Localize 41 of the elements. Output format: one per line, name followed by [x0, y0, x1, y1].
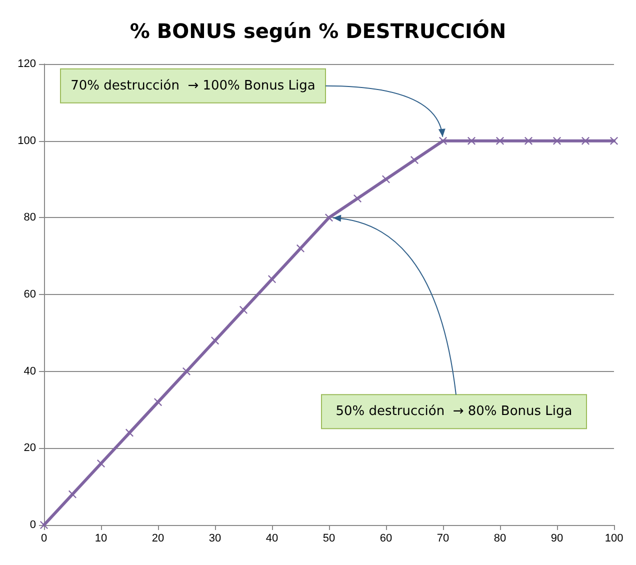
- chart-title: % BONUS según % DESTRUCCIÓN: [130, 19, 506, 43]
- y-tick-label: 0: [30, 519, 36, 531]
- x-tick-label: 0: [40, 532, 48, 544]
- point: [240, 306, 248, 314]
- point: [154, 398, 162, 406]
- x-tick-label: 30: [208, 532, 222, 544]
- y-tick-label: 20: [24, 442, 36, 454]
- x-tick-label: 70: [436, 532, 450, 544]
- x-tick-label: 50: [322, 532, 336, 544]
- y-tick-label: 80: [24, 212, 36, 224]
- point: [582, 136, 590, 145]
- y-tick-label: 60: [24, 288, 36, 300]
- x-tick-label: 90: [550, 532, 564, 544]
- x-tick-label: 10: [94, 532, 108, 544]
- point: [610, 136, 618, 145]
- x-tick-label: 100: [604, 532, 624, 544]
- point: [68, 490, 76, 498]
- x-tick-label: 20: [152, 532, 164, 544]
- point: [211, 336, 219, 345]
- point: [410, 156, 418, 164]
- point: [126, 428, 134, 437]
- point: [468, 136, 476, 145]
- point: [382, 175, 390, 184]
- y-tick-label: 40: [24, 365, 36, 378]
- point: [268, 275, 276, 284]
- point: [182, 367, 190, 376]
- annotation: 70% destrucción → 100% Bonus Liga: [70, 78, 316, 94]
- annotation: 50% destrucción → 80% Bonus Liga: [336, 404, 572, 420]
- x-tick-label: 40: [266, 532, 278, 544]
- point: [524, 136, 532, 145]
- point: [296, 244, 304, 252]
- x-tick-label: 60: [380, 532, 392, 544]
- point: [553, 136, 561, 145]
- point: [97, 460, 105, 468]
- x-tick-label: 80: [494, 532, 506, 544]
- point: [496, 136, 504, 145]
- point: [354, 194, 362, 202]
- y-tick-label: 120: [18, 58, 36, 70]
- y-tick-label: 100: [18, 134, 36, 147]
- point: [439, 136, 447, 145]
- point: [325, 214, 333, 222]
